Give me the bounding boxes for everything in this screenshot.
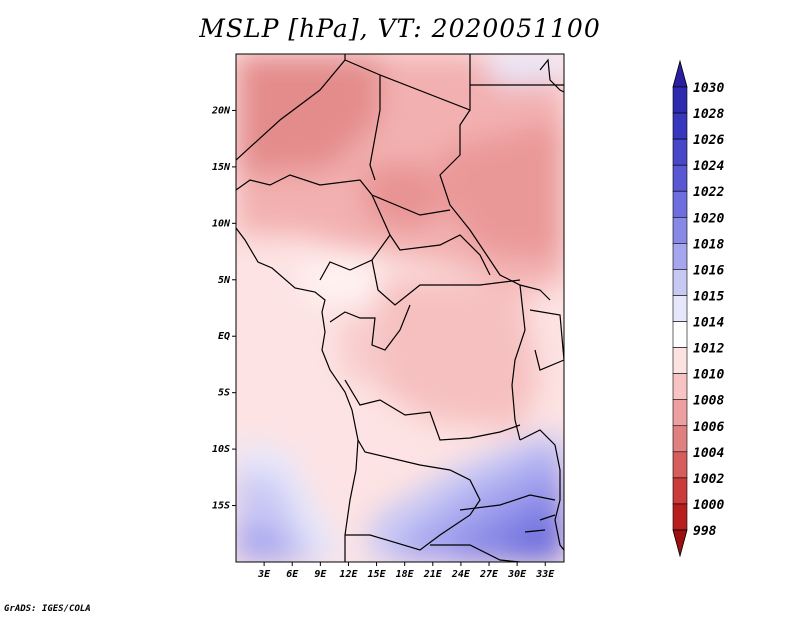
colorbar-level-label: 1022 (693, 185, 724, 200)
lon-tick-label: 24E (451, 569, 471, 580)
longitude-axis: 3E 6E 9E 12E 15E 18E 21E 24E 27E 30E 33E (257, 562, 555, 580)
colorbar-level-label: 1015 (693, 289, 724, 304)
colorbar-legend: 1030 1028 1026 1024 1022 1020 1018 1016 1015 1014… (672, 59, 724, 558)
latitude-axis: 20N 15N 10N 5N EQ 5S 10S 15S (211, 105, 236, 512)
map-frame (235, 53, 565, 563)
colorbar-swatch (672, 425, 688, 453)
lat-tick-label: 5S (218, 388, 230, 399)
grads-credit: GrADS: IGES/COLA (4, 604, 91, 614)
colorbar-swatch (672, 503, 688, 531)
colorbar-swatch (672, 269, 688, 296)
lat-tick-label: 20N (211, 105, 231, 116)
colorbar-level-label: 1024 (693, 159, 724, 174)
lon-tick-label: 18E (396, 569, 415, 580)
colorbar-swatch (672, 373, 688, 401)
colorbar-swatch (672, 138, 688, 166)
colorbar-swatch (672, 451, 688, 479)
lon-tick-label: 30E (507, 569, 527, 580)
colorbar-level-label: 1028 (693, 107, 724, 122)
pressure-field (236, 54, 564, 562)
lon-tick-label: 15E (368, 569, 387, 580)
colorbar-swatch (672, 86, 688, 114)
lon-tick-label: 33E (535, 569, 555, 580)
colorbar-level-label: 1026 (693, 133, 724, 148)
lon-tick-label: 21E (423, 569, 443, 580)
chart-title: MSLP [hPa], VT: 2020051100 (199, 14, 601, 43)
colorbar-level-label: 1014 (693, 316, 724, 331)
lat-tick-label: EQ (218, 331, 230, 342)
lon-tick-label: 27E (479, 569, 499, 580)
colorbar-swatch (672, 216, 688, 244)
colorbar-level-label: 1004 (693, 446, 724, 461)
colorbar-level-label: 1030 (693, 81, 724, 96)
colorbar-swatch (672, 321, 688, 348)
colorbar-swatch (672, 295, 688, 322)
lon-tick-label: 6E (286, 569, 299, 580)
colorbar-swatch (672, 243, 688, 270)
colorbar-swatch (672, 190, 688, 218)
lat-tick-label: 15N (212, 162, 231, 173)
colorbar-level-label: 1002 (693, 472, 724, 487)
lon-tick-label: 9E (314, 569, 327, 580)
country-borders (236, 54, 564, 562)
colorbar-level-label: 1012 (693, 342, 724, 357)
lat-tick-label: 15S (212, 501, 230, 512)
lat-tick-label: 10S (212, 444, 230, 455)
lat-tick-label: 10N (212, 218, 231, 229)
colorbar-level-label: 1006 (693, 420, 724, 435)
colorbar-level-label: 1010 (693, 368, 724, 383)
colorbar-min-arrow (672, 529, 688, 558)
colorbar-level-label: 998 (693, 524, 717, 539)
colorbar-swatch (672, 164, 688, 192)
colorbar-level-label: 1000 (693, 498, 724, 513)
colorbar-level-label: 1016 (693, 263, 724, 278)
colorbar-level-label: 1018 (693, 237, 724, 252)
colorbar-max-arrow (672, 59, 688, 88)
colorbar-swatch (672, 399, 688, 427)
colorbar-swatch (672, 112, 688, 140)
colorbar-level-label: 1008 (693, 394, 724, 409)
lon-tick-label: 3E (257, 569, 271, 580)
colorbar-swatch (672, 477, 688, 505)
lat-tick-label: 5N (218, 275, 231, 286)
colorbar-level-label: 1020 (693, 211, 724, 226)
colorbar-swatch (672, 347, 688, 374)
lon-tick-label: 12E (339, 569, 358, 580)
